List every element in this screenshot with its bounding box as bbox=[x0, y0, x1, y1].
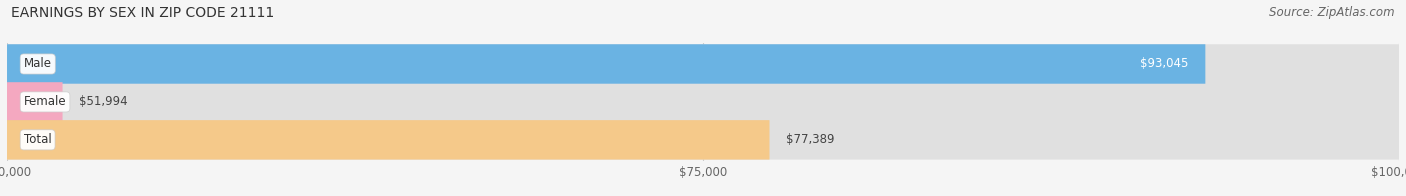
Text: $77,389: $77,389 bbox=[786, 133, 835, 146]
Text: Source: ZipAtlas.com: Source: ZipAtlas.com bbox=[1270, 6, 1395, 19]
Text: Male: Male bbox=[24, 57, 52, 71]
Text: Total: Total bbox=[24, 133, 52, 146]
FancyBboxPatch shape bbox=[7, 120, 769, 160]
Text: EARNINGS BY SEX IN ZIP CODE 21111: EARNINGS BY SEX IN ZIP CODE 21111 bbox=[11, 6, 274, 20]
Text: $51,994: $51,994 bbox=[79, 95, 128, 108]
FancyBboxPatch shape bbox=[7, 44, 1205, 84]
FancyBboxPatch shape bbox=[7, 120, 1399, 160]
FancyBboxPatch shape bbox=[7, 82, 1399, 122]
FancyBboxPatch shape bbox=[7, 82, 62, 122]
FancyBboxPatch shape bbox=[7, 44, 1399, 84]
Text: $93,045: $93,045 bbox=[1140, 57, 1188, 71]
Text: Female: Female bbox=[24, 95, 66, 108]
